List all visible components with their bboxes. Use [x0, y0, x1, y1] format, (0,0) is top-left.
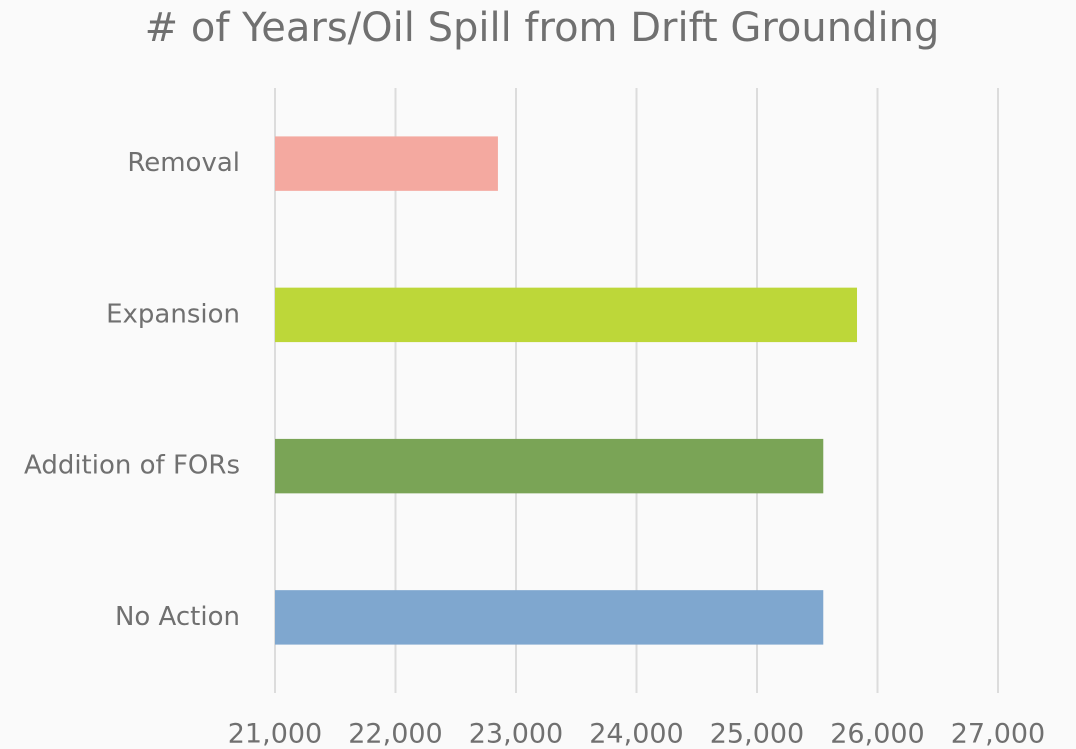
- bar: [275, 287, 858, 343]
- x-tick-label: 23,000: [469, 719, 563, 749]
- y-tick-label: Addition of FORs: [24, 451, 240, 481]
- bar: [275, 136, 498, 191]
- x-tick-label: 26,000: [830, 719, 924, 749]
- x-tick-label: 24,000: [589, 719, 683, 749]
- x-tick-label: 27,000: [951, 719, 1045, 749]
- y-tick-label: No Action: [115, 602, 240, 632]
- y-tick-label: Removal: [127, 148, 240, 178]
- chart-title: # of Years/Oil Spill from Drift Groundin…: [145, 5, 940, 51]
- bar: [275, 438, 824, 494]
- x-tick-label: 21,000: [228, 719, 322, 749]
- bar: [275, 590, 824, 645]
- y-tick-label: Expansion: [106, 299, 240, 329]
- x-tick-label: 22,000: [348, 719, 442, 749]
- x-tick-label: 25,000: [710, 719, 804, 749]
